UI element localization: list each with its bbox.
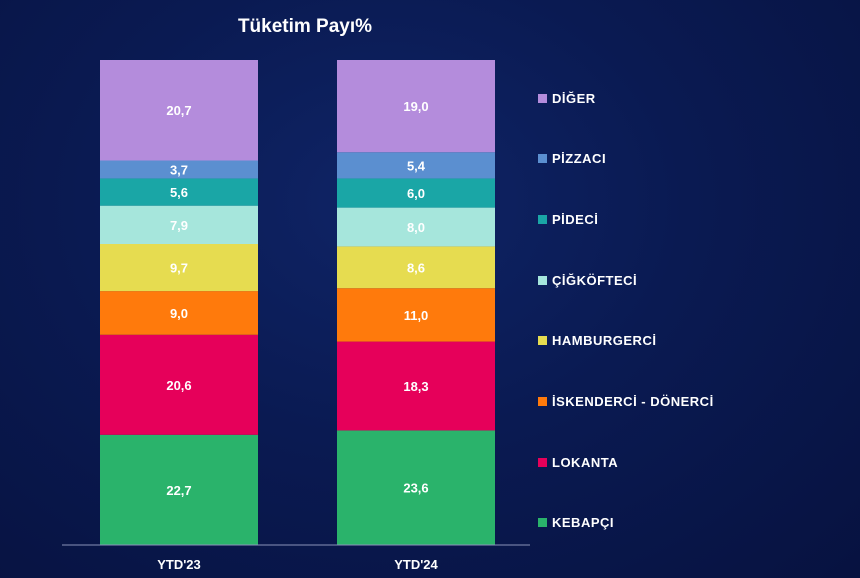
legend-swatch	[538, 214, 547, 224]
legend-swatch	[538, 518, 547, 528]
data-label: 18,3	[403, 379, 428, 394]
legend-label: DİĞER	[552, 90, 596, 106]
legend-swatch	[538, 397, 547, 406]
bar-segment	[337, 430, 495, 545]
data-label: 3,7	[170, 162, 188, 177]
data-label: 9,7	[170, 261, 188, 276]
bar-segment	[100, 334, 258, 435]
bar-segment	[337, 152, 495, 179]
bar-segment	[337, 178, 495, 208]
data-label: 22,7	[166, 483, 191, 498]
data-label: 9,0	[170, 306, 188, 321]
legend-item: KEBAPÇI	[538, 513, 614, 533]
data-label: 5,6	[170, 185, 188, 200]
legend-label: LOKANTA	[552, 454, 619, 470]
legend-label: İSKENDERCİ - DÖNERCİ	[552, 394, 714, 409]
data-label: 11,0	[404, 308, 429, 323]
data-label: 20,6	[166, 378, 191, 393]
chart-title: Tüketim Payı%	[237, 16, 373, 37]
legend-swatch	[538, 275, 547, 285]
legend-item: LOKANTA	[538, 452, 618, 472]
legend-item: HAMBURGERCİ	[538, 331, 656, 351]
bar-segment	[100, 434, 258, 545]
bar-segment	[337, 341, 495, 431]
legend-item: PİDECİ	[538, 209, 598, 229]
bar-segment	[337, 288, 495, 342]
data-label: 7,9	[170, 218, 188, 233]
legend-swatch	[538, 93, 547, 103]
data-label: 6,0	[407, 186, 425, 201]
x-tick-label: YTD'24	[394, 557, 438, 572]
bar-segment	[100, 291, 258, 335]
legend-label: KEBAPÇI	[552, 515, 615, 531]
legend-item: İSKENDERCİ - DÖNERCİ	[538, 392, 714, 412]
legend-item: ÇİĞKÖFTECİ	[538, 270, 637, 290]
legend-item: PİZZACI	[538, 149, 606, 169]
data-label: 5,4	[407, 158, 426, 173]
data-label: 8,6	[407, 260, 425, 275]
legend-swatch	[538, 336, 547, 346]
bar-segment	[100, 205, 258, 244]
data-label: 8,0	[407, 220, 425, 235]
legend-label: ÇİĞKÖFTECİ	[552, 272, 638, 288]
x-tick-label: YTD'23	[157, 557, 201, 572]
bar-segment	[100, 160, 258, 179]
bar-segment	[337, 246, 495, 289]
legend-item: DİĞER	[538, 88, 596, 108]
legend-label: HAMBURGERCİ	[552, 333, 657, 349]
bar-segment	[337, 207, 495, 247]
data-label: 23,6	[403, 481, 428, 496]
bar-segment	[337, 60, 495, 153]
legend-label: PİZZACI	[552, 151, 607, 167]
legend-swatch	[538, 154, 547, 164]
data-label: 20,7	[166, 103, 191, 118]
bar-segment	[100, 178, 258, 206]
data-label: 19,0	[403, 99, 428, 114]
legend-swatch	[538, 457, 547, 467]
bar-segment	[100, 243, 258, 292]
bar-segment	[100, 60, 258, 161]
legend-label: PİDECİ	[552, 211, 599, 227]
